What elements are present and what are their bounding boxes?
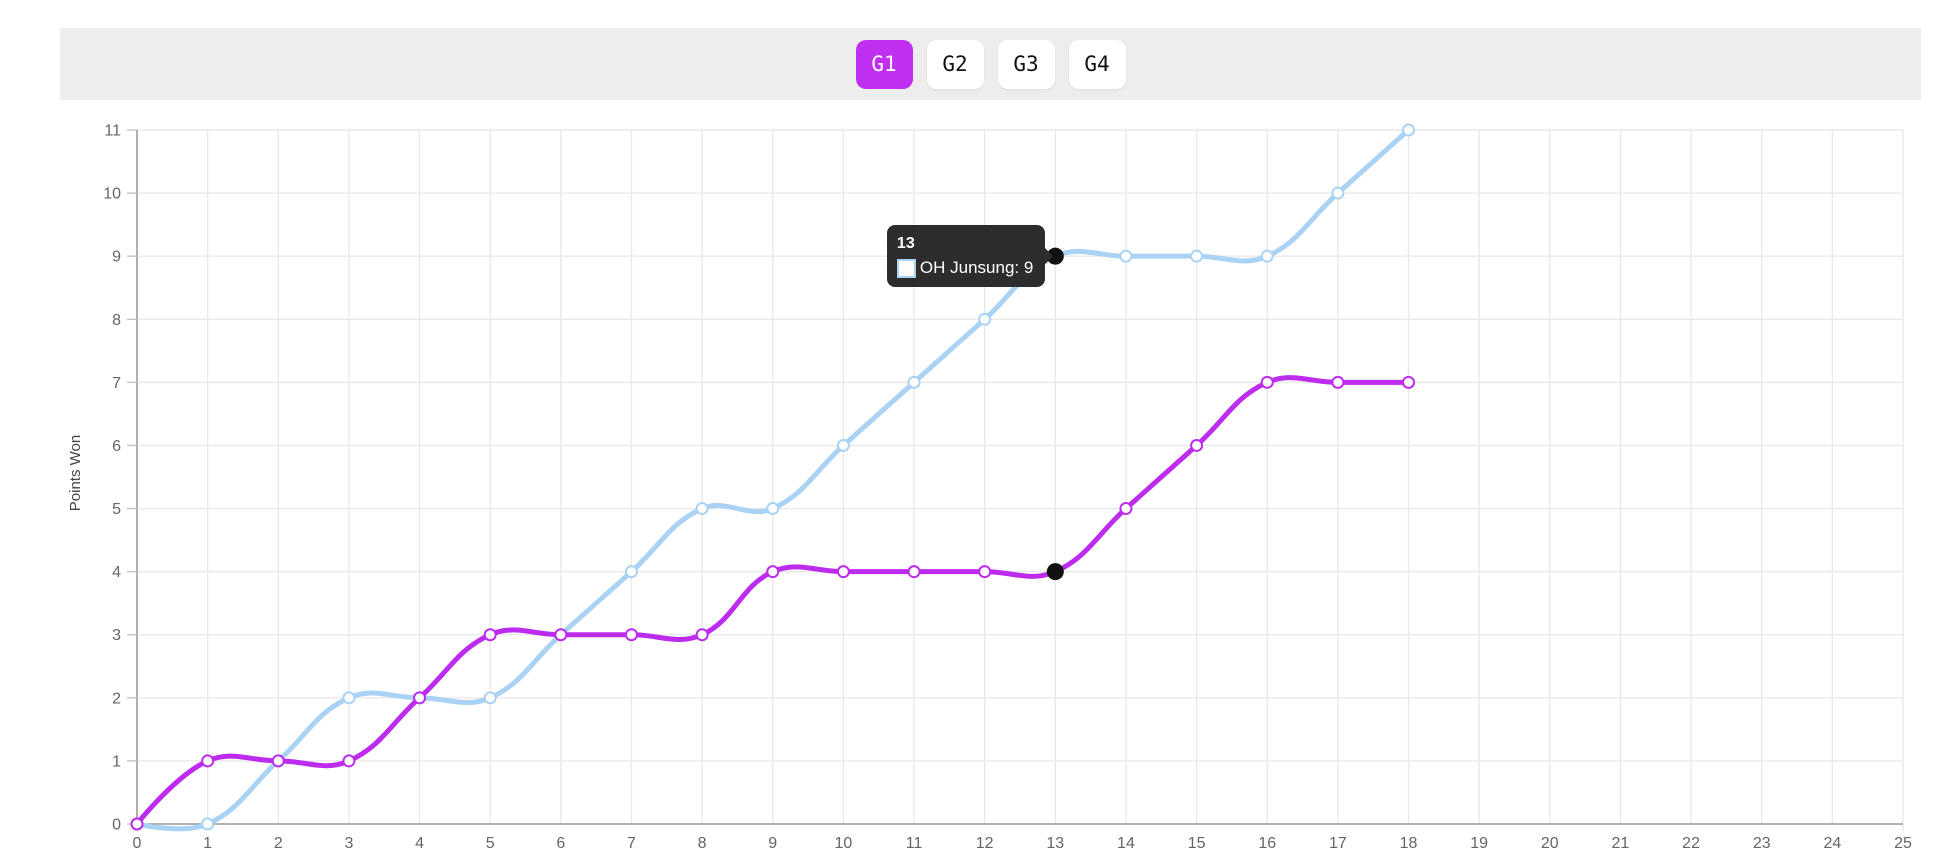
x-tick-label: 19 (1470, 835, 1488, 852)
x-tick-label: 3 (344, 835, 353, 852)
data-point-marker[interactable] (695, 628, 709, 642)
data-point-marker[interactable] (978, 312, 992, 326)
y-tick-label: 9 (112, 249, 121, 266)
x-tick-label: 16 (1258, 835, 1276, 852)
tab-g1[interactable]: G1 (855, 39, 913, 89)
tab-g2[interactable]: G2 (926, 39, 984, 89)
series-magenta (130, 375, 1416, 831)
y-axis-ticks: 0 1 2 3 4 5 6 7 8 9 10 11 (103, 123, 137, 834)
y-tick-label: 10 (103, 186, 121, 203)
data-point-marker[interactable] (766, 502, 780, 516)
data-point-marker[interactable] (1402, 375, 1416, 389)
data-point-marker[interactable] (413, 691, 427, 705)
x-tick-label: 8 (698, 835, 707, 852)
data-point-marker[interactable] (1260, 249, 1274, 263)
data-point-marker[interactable] (624, 628, 638, 642)
x-tick-label: 0 (133, 835, 142, 852)
data-point-marker[interactable] (1119, 502, 1133, 516)
x-tick-label: 5 (486, 835, 495, 852)
y-tick-label: 4 (112, 564, 121, 581)
y-tick-label: 7 (112, 375, 121, 392)
tooltip-caret-icon (1045, 248, 1054, 265)
y-tick-label: 2 (112, 690, 121, 707)
x-tick-label: 9 (768, 835, 777, 852)
data-point-marker[interactable] (624, 565, 638, 579)
tab-g4[interactable]: G4 (1068, 39, 1126, 89)
data-point-marker[interactable] (271, 754, 285, 768)
y-axis-title: Points Won (67, 435, 84, 511)
y-tick-label: 0 (112, 817, 121, 834)
data-point-marker[interactable] (342, 754, 356, 768)
data-point-marker[interactable] (342, 691, 356, 705)
data-point-marker[interactable] (836, 565, 850, 579)
x-tick-label: 6 (556, 835, 565, 852)
data-point-marker[interactable] (766, 565, 780, 579)
data-point-marker[interactable] (1190, 249, 1204, 263)
data-point-marker[interactable] (978, 565, 992, 579)
x-tick-label: 25 (1894, 835, 1912, 852)
x-tick-label: 11 (906, 835, 923, 852)
data-point-marker[interactable] (483, 691, 497, 705)
data-point-marker[interactable] (907, 375, 921, 389)
series-swatch-icon (896, 258, 916, 278)
x-tick-label: 17 (1329, 835, 1347, 852)
y-tick-label: 5 (112, 501, 121, 518)
x-tick-label: 14 (1117, 835, 1135, 852)
points-won-chart: 0 1 2 3 4 5 6 7 8 9 10 11 0 1 2 3 4 5 6 7 8 9 10 11 12 13 14 15 16 17… (0, 100, 1941, 853)
data-point-marker[interactable] (1190, 438, 1204, 452)
y-tick-label: 8 (112, 312, 121, 329)
y-tick-label: 6 (112, 438, 121, 455)
x-tick-label: 2 (274, 835, 283, 852)
x-tick-label: 21 (1612, 835, 1630, 852)
tooltip-title: 13 (896, 235, 915, 253)
x-tick-label: 18 (1400, 835, 1418, 852)
data-point-marker[interactable] (554, 628, 568, 642)
x-tick-label: 4 (415, 835, 424, 852)
data-point-marker[interactable] (1331, 375, 1345, 389)
data-point-marker[interactable] (1119, 249, 1133, 263)
x-axis-ticks: 0 1 2 3 4 5 6 7 8 9 10 11 12 13 14 15 16 17 18 19 20 21 22 23 24… (133, 835, 1912, 852)
x-tick-label: 22 (1682, 835, 1700, 852)
axes (136, 130, 1903, 825)
data-point-marker[interactable] (483, 628, 497, 642)
tooltip-value: OH Junsung: 9 (919, 258, 1034, 278)
y-tick-label: 1 (112, 753, 121, 770)
x-tick-label: 1 (203, 835, 212, 852)
x-tick-label: 12 (976, 835, 994, 852)
chart-tooltip: 13 OH Junsung: 9 (886, 225, 1054, 288)
x-tick-label: 20 (1541, 835, 1559, 852)
gridlines (137, 129, 1904, 831)
data-point-marker[interactable] (836, 438, 850, 452)
data-point-marker[interactable] (695, 502, 709, 516)
x-tick-label: 23 (1753, 835, 1771, 852)
data-point-marker[interactable] (201, 817, 215, 831)
y-tick-label: 11 (104, 123, 121, 140)
active-point[interactable] (1046, 563, 1064, 581)
data-point-marker[interactable] (201, 754, 215, 768)
x-tick-label: 13 (1046, 835, 1064, 852)
data-point-marker[interactable] (1331, 186, 1345, 200)
data-point-marker[interactable] (1402, 123, 1416, 137)
y-tick-label: 3 (112, 627, 121, 644)
game-toolbar: G1 G2 G3 G4 (60, 28, 1921, 100)
tooltip-row: OH Junsung: 9 (896, 258, 1034, 278)
x-tick-label: 10 (835, 835, 853, 852)
data-point-marker[interactable] (1260, 375, 1274, 389)
x-tick-label: 24 (1823, 835, 1841, 852)
x-tick-label: 7 (627, 835, 636, 852)
tab-g3[interactable]: G3 (997, 39, 1055, 89)
x-tick-label: 15 (1188, 835, 1206, 852)
data-point-marker[interactable] (130, 817, 144, 831)
data-point-marker[interactable] (907, 565, 921, 579)
